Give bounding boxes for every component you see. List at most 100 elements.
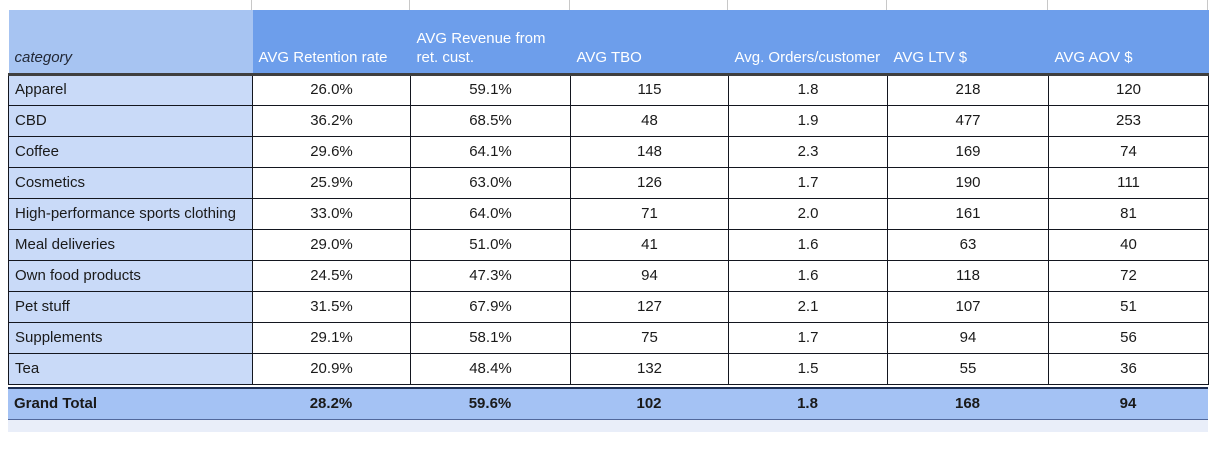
grand-total-cell: 102 (636, 395, 662, 412)
data-cell: 81 (1048, 197, 1209, 230)
data-cell: 64.1% (410, 135, 571, 168)
category-cell: CBD (8, 104, 253, 137)
data-cell: 36.2% (252, 104, 411, 137)
header-avg-revenue-ret-cust: AVG Revenue from ret. cust. (410, 10, 571, 76)
data-cell: 1.8 (728, 73, 888, 106)
header-avg-retention-rate: AVG Retention rate (252, 10, 411, 76)
column-tick (887, 0, 1048, 10)
category-cell: Tea (8, 352, 253, 385)
grand-total-cell: 94 (1119, 395, 1137, 412)
data-cell: 75 (570, 321, 729, 354)
category-cell: Meal deliveries (8, 228, 253, 261)
table-row-cosmetics: Cosmetics 25.9% 63.0% 126 1.7 190 111 (8, 166, 1209, 199)
grand-total-cell: 168 (954, 395, 981, 412)
data-cell: 51.0% (410, 228, 571, 261)
data-cell: 63.0% (410, 166, 571, 199)
data-cell: 40 (1048, 228, 1209, 261)
data-cell: 31.5% (252, 290, 411, 323)
category-cell: Cosmetics (8, 166, 253, 199)
data-cell: 68.5% (410, 104, 571, 137)
data-cell: 64.0% (410, 197, 571, 230)
data-cell: 132 (570, 352, 729, 385)
data-cell: 29.6% (252, 135, 411, 168)
data-cell: 1.7 (728, 321, 888, 354)
data-cell: 24.5% (252, 259, 411, 292)
data-cell: 25.9% (252, 166, 411, 199)
data-cell: 148 (570, 135, 729, 168)
data-cell: 67.9% (410, 290, 571, 323)
data-cell: 94 (887, 321, 1049, 354)
data-cell: 74 (1048, 135, 1209, 168)
pivot-table: category AVG Retention rate AVG Revenue … (8, 10, 1209, 385)
data-cell: 120 (1048, 73, 1209, 106)
pivot-table-sheet: category AVG Retention rate AVG Revenue … (8, 0, 1209, 432)
data-cell: 169 (887, 135, 1049, 168)
header-avg-orders-customer: Avg. Orders/customer (728, 10, 888, 76)
data-cell: 47.3% (410, 259, 571, 292)
data-cell: 1.6 (728, 259, 888, 292)
grand-total-row: Grand Total 28.2% 59.6% 102 1.8 168 94 (8, 386, 1208, 420)
data-cell: 218 (887, 73, 1049, 106)
data-cell: 111 (1048, 166, 1209, 199)
category-cell: Coffee (8, 135, 253, 168)
header-avg-ltv: AVG LTV $ (887, 10, 1049, 76)
column-tick (410, 0, 570, 10)
table-row-cbd: CBD 36.2% 68.5% 48 1.9 477 253 (8, 104, 1209, 137)
column-tick (1048, 0, 1208, 10)
table-row-own-food-products: Own food products 24.5% 47.3% 94 1.6 118… (8, 259, 1209, 292)
header-row: category AVG Retention rate AVG Revenue … (8, 10, 1209, 76)
data-cell: 477 (887, 104, 1049, 137)
data-cell: 36 (1048, 352, 1209, 385)
data-cell: 107 (887, 290, 1049, 323)
data-cell: 127 (570, 290, 729, 323)
data-cell: 126 (570, 166, 729, 199)
data-cell: 33.0% (252, 197, 411, 230)
category-cell: Pet stuff (8, 290, 253, 323)
category-cell: High-performance sports clothing (8, 197, 253, 230)
header-avg-tbo: AVG TBO (570, 10, 729, 76)
table-row-apparel: Apparel 26.0% 59.1% 115 1.8 218 120 (8, 73, 1209, 106)
grand-total-cell: 1.8 (797, 395, 818, 412)
table-row-supplements: Supplements 29.1% 58.1% 75 1.7 94 56 (8, 321, 1209, 354)
data-cell: 118 (887, 259, 1049, 292)
data-cell: 2.0 (728, 197, 888, 230)
data-cell: 29.0% (252, 228, 411, 261)
data-cell: 63 (887, 228, 1049, 261)
grand-total-label: Grand Total (14, 395, 98, 412)
data-cell: 253 (1048, 104, 1209, 137)
data-cell: 20.9% (252, 352, 411, 385)
data-cell: 72 (1048, 259, 1209, 292)
data-cell: 1.9 (728, 104, 888, 137)
data-cell: 94 (570, 259, 729, 292)
table-row-meal-deliveries: Meal deliveries 29.0% 51.0% 41 1.6 63 40 (8, 228, 1209, 261)
header-category: category (8, 10, 253, 76)
table-row-high-performance-sports-clothing: High-performance sports clothing 33.0% 6… (8, 197, 1209, 230)
data-cell: 1.7 (728, 166, 888, 199)
data-cell: 190 (887, 166, 1049, 199)
category-cell: Supplements (8, 321, 253, 354)
category-cell: Apparel (8, 73, 253, 106)
data-cell: 29.1% (252, 321, 411, 354)
data-cell: 115 (570, 73, 729, 106)
data-cell: 26.0% (252, 73, 411, 106)
column-tick (252, 0, 410, 10)
header-avg-aov: AVG AOV $ (1048, 10, 1209, 76)
category-cell: Own food products (8, 259, 253, 292)
data-cell: 1.5 (728, 352, 888, 385)
data-cell: 1.6 (728, 228, 888, 261)
data-cell: 48 (570, 104, 729, 137)
data-cell: 59.1% (410, 73, 571, 106)
grand-total-cell: 59.6% (468, 395, 512, 412)
data-cell: 2.1 (728, 290, 888, 323)
data-cell: 48.4% (410, 352, 571, 385)
data-cell: 41 (570, 228, 729, 261)
table-row-coffee: Coffee 29.6% 64.1% 148 2.3 169 74 (8, 135, 1209, 168)
column-tick (8, 0, 252, 10)
column-tick (728, 0, 887, 10)
data-cell: 55 (887, 352, 1049, 385)
partial-row-below (8, 419, 1208, 432)
data-cell: 58.1% (410, 321, 571, 354)
data-cell: 71 (570, 197, 729, 230)
column-tick (570, 0, 728, 10)
partial-row-above (8, 0, 1208, 10)
